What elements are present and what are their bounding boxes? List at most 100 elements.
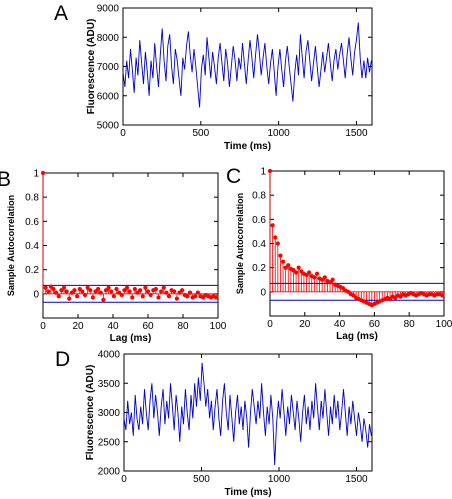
data-point [440, 293, 445, 298]
y-axis-label: Sample Autocorrelation [235, 193, 245, 294]
data-point [46, 289, 51, 294]
x-tick-label: 100 [210, 321, 227, 332]
data-point [140, 294, 145, 299]
data-point [98, 290, 103, 295]
data-point [172, 289, 177, 294]
y-tick-label: 7000 [97, 62, 120, 73]
x-tick-label: 0 [267, 319, 273, 330]
x-tick-label: 20 [72, 321, 84, 332]
data-point [322, 275, 327, 280]
data-point [148, 292, 153, 298]
y-tick-label: 0.8 [252, 191, 266, 202]
data-point [64, 289, 69, 294]
panel-label: C [226, 165, 241, 188]
y-axis-label: Fluorescence (ADU) [86, 19, 97, 115]
y-tick-label: 3500 [98, 379, 121, 390]
data-point [267, 168, 273, 174]
data-point [193, 294, 198, 299]
data-point [161, 285, 166, 290]
y-tick-label: 2000 [98, 467, 121, 478]
data-point [138, 288, 143, 293]
data-point [159, 289, 164, 294]
y-tick-label: 6000 [97, 91, 120, 102]
x-tick-label: 40 [334, 319, 346, 330]
chart-panel-c: C 0 20 40 60 80 100 0 0.2 0.4 0.6 0.8 1 Lag (ms) Sampl… [226, 165, 452, 342]
data-point [187, 290, 193, 295]
x-tick-label: 1000 [268, 474, 291, 485]
y-tick-label: 9000 [97, 4, 120, 15]
data-point [153, 286, 158, 292]
data-point [180, 288, 185, 293]
data-point [124, 285, 130, 290]
data-point [164, 290, 169, 295]
y-tick-label: 2500 [98, 437, 121, 448]
data-point [67, 296, 72, 301]
data-point [174, 296, 179, 301]
panel-label: A [54, 2, 68, 25]
data-point [96, 286, 101, 292]
y-tick-label: 1 [260, 167, 266, 178]
y-tick-label: 0.8 [25, 193, 39, 204]
x-tick-label: 80 [177, 321, 189, 332]
data-point [166, 294, 172, 299]
data-point [145, 289, 151, 294]
series-line [123, 362, 372, 466]
data-point [75, 294, 80, 299]
data-point [51, 286, 56, 292]
x-tick-label: 1000 [268, 128, 291, 139]
data-point [82, 292, 88, 298]
x-tick-label: 500 [192, 128, 209, 139]
y-tick-label: 0.2 [25, 265, 39, 276]
y-tick-label: 3000 [98, 408, 121, 419]
x-tick-label: 60 [142, 321, 154, 332]
y-tick-label: 0.6 [25, 217, 39, 228]
x-axis-label: Time (ms) [224, 487, 271, 498]
y-tick-label: 0.2 [252, 263, 266, 274]
series-line [122, 22, 372, 108]
x-tick-label: 40 [107, 321, 119, 332]
x-axis-label: Lag (ms) [336, 331, 378, 342]
data-point [130, 295, 135, 300]
x-tick-label: 0 [40, 321, 46, 332]
x-tick-label: 100 [436, 319, 452, 330]
chart-panel-a: A 0 500 1000 1500 5000 6000 7000 8000 9000 Time (m… [54, 2, 373, 152]
x-axis-label: Lag (ms) [110, 333, 152, 344]
data-point [275, 241, 280, 246]
x-tick-label: 0 [121, 474, 127, 485]
data-point [72, 288, 77, 293]
y-tick-label: 0.4 [25, 241, 39, 252]
chart-panel-d: D 0 500 1000 1500 2000 2500 3000 3500 4000 Time (m… [55, 348, 373, 498]
y-tick-label: 0 [260, 287, 266, 298]
panel-label: D [55, 348, 70, 371]
data-point [296, 265, 301, 270]
data-point [273, 235, 278, 240]
data-point [330, 277, 335, 282]
data-point [54, 290, 59, 295]
data-point [43, 285, 48, 290]
x-axis-label: Time (ms) [224, 141, 271, 152]
data-point [294, 270, 299, 275]
y-tick-label: 0.6 [252, 215, 266, 226]
data-point [61, 285, 67, 290]
data-point [111, 294, 116, 299]
y-tick-label: 0 [33, 289, 39, 300]
x-tick-label: 1500 [345, 474, 368, 485]
data-point [88, 288, 93, 293]
x-tick-label: 20 [299, 319, 311, 330]
data-point [101, 297, 106, 302]
data-point [114, 286, 119, 292]
data-point [214, 295, 219, 300]
y-tick-label: 4000 [98, 350, 121, 361]
x-tick-label: 1500 [345, 128, 368, 139]
data-point [307, 270, 312, 275]
data-point [185, 294, 190, 299]
chart-panel-b: B 0 20 40 60 80 100 0 0.2 0.4 0.6 0.8 1 Lag (ms) Sampl… [0, 168, 227, 344]
data-point [314, 271, 320, 276]
y-tick-label: 5000 [97, 121, 120, 132]
y-tick-label: 0.4 [252, 239, 266, 250]
panel-label: B [0, 168, 11, 191]
data-point [90, 295, 95, 300]
y-tick-label: 8000 [97, 33, 120, 44]
data-point [278, 253, 283, 258]
